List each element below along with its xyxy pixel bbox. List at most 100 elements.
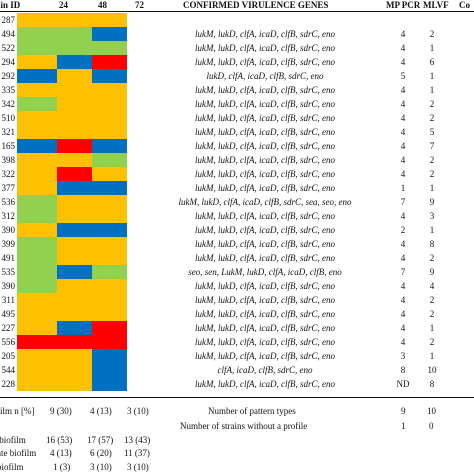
biofilm-48h: 4 (13) bbox=[90, 406, 112, 416]
biofilm-cell-24h bbox=[17, 139, 57, 153]
strong-biofilm-label: biofilm bbox=[0, 435, 26, 445]
biofilm-cell-72h bbox=[92, 321, 127, 335]
virulence-genes-cell: lukM, lukD, clfA, icaD, clfB, sdrC, eno bbox=[195, 211, 335, 221]
biofilm-cell-24h bbox=[17, 41, 57, 55]
biofilm-cell-48h bbox=[57, 111, 92, 125]
mp-pcr-cell: 5 bbox=[400, 71, 406, 81]
mp-pcr-cell: 4 bbox=[400, 127, 406, 137]
biofilm-cell-24h bbox=[17, 251, 57, 265]
mp-pcr-cell: 8 bbox=[400, 365, 406, 375]
mp-pcr-cell: 4 bbox=[400, 155, 406, 165]
strain-id-cell: 205 bbox=[1, 351, 16, 361]
table-row: 491 lukM, lukD, clfA, icaD, clfB, sdrC, e… bbox=[0, 251, 474, 265]
mlvf-cell: 5 bbox=[429, 127, 435, 137]
biofilm-cell-48h bbox=[57, 97, 92, 111]
moderate-72h: 11 (37) bbox=[124, 448, 150, 458]
virulence-genes-cell: lukM, lukD, clfA, icaD, clfB, sdrC, eno bbox=[195, 281, 335, 291]
mlvf-cell: 2 bbox=[429, 99, 435, 109]
biofilm-cell-72h bbox=[92, 237, 127, 251]
strain-id-cell: 494 bbox=[1, 29, 16, 39]
biofilm-cell-48h bbox=[57, 13, 92, 27]
biofilm-cell-72h bbox=[92, 97, 127, 111]
header-24h: 24 bbox=[59, 0, 68, 10]
strain-id-cell: 399 bbox=[1, 239, 16, 249]
biofilm-cell-48h bbox=[57, 349, 92, 363]
biofilm-cell-72h bbox=[92, 265, 127, 279]
mlvf-cell: 3 bbox=[429, 211, 435, 221]
biofilm-cell-24h bbox=[17, 181, 57, 195]
biofilm-cell-48h bbox=[57, 237, 92, 251]
biofilm-cell-48h bbox=[57, 27, 92, 41]
mlvf-cell: 1 bbox=[429, 71, 435, 81]
virulence-genes-cell: lukM, lukD, clfA, icaD, clfB, sdrC, eno bbox=[195, 85, 335, 95]
table-row: 390 lukM, lukD, clfA, icaD, clfB, sdrC, e… bbox=[0, 279, 474, 293]
table-row: 228 lukM, lukD, clfA, icaD, clfB, sdrC, e… bbox=[0, 377, 474, 391]
mp-pcr-cell: 4 bbox=[400, 85, 406, 95]
strain-id-cell: 544 bbox=[1, 365, 16, 375]
table-row: 494 lukM, lukD, clfA, icaD, clfB, sdrC, e… bbox=[0, 27, 474, 41]
virulence-genes-cell: lukM, lukD, clfA, icaD, clfB, sdrC, eno bbox=[195, 183, 335, 193]
biofilm-24h: 9 (30) bbox=[50, 406, 72, 416]
strain-id-cell: 495 bbox=[1, 309, 16, 319]
table-row: 390 lukM, lukD, clfA, icaD, clfB, sdrC, e… bbox=[0, 223, 474, 237]
table-row: 544 clfA, icaD, clfB, sdrC, eno 8 10 bbox=[0, 363, 474, 377]
mlvf-cell: 1 bbox=[429, 43, 435, 53]
header-72h: 72 bbox=[135, 0, 144, 10]
header-mlvf: MLVF bbox=[423, 0, 449, 10]
strain-id-cell: 228 bbox=[1, 379, 16, 389]
strain-id-cell: 292 bbox=[1, 71, 16, 81]
mp-pcr-cell: 4 bbox=[400, 337, 406, 347]
biofilm-cell-48h bbox=[57, 363, 92, 377]
strain-id-cell: 390 bbox=[1, 225, 16, 235]
biofilm-cell-72h bbox=[92, 41, 127, 55]
biofilm-cell-24h bbox=[17, 265, 57, 279]
mp-pcr-cell: 4 bbox=[400, 253, 406, 263]
virulence-genes-cell: lukM, lukD, clfA, icaD, clfB, sdrC, eno bbox=[195, 295, 335, 305]
biofilm-cell-72h bbox=[92, 307, 127, 321]
strain-id-cell: 491 bbox=[1, 253, 16, 263]
mlvf-cell: 10 bbox=[427, 365, 437, 375]
virulence-genes-cell: seo, sen, LukM, lukD, clfA, icaD, clfB, … bbox=[188, 267, 342, 277]
biofilm-cell-48h bbox=[57, 195, 92, 209]
pattern-types-mp: 9 bbox=[401, 406, 406, 416]
biofilm-cell-48h bbox=[57, 321, 92, 335]
mp-pcr-cell: 7 bbox=[400, 197, 406, 207]
virulence-genes-cell: lukM, lukD, clfA, icaD, clfB, sdrC, eno bbox=[195, 141, 335, 151]
mlvf-cell: 2 bbox=[429, 295, 435, 305]
strain-id-cell: 311 bbox=[1, 295, 15, 305]
biofilm-cell-24h bbox=[17, 111, 57, 125]
strain-id-cell: 287 bbox=[1, 15, 16, 25]
biofilm-cell-72h bbox=[92, 125, 127, 139]
strain-id-cell: 165 bbox=[1, 141, 16, 151]
header-mp-pcr: MP PCR bbox=[386, 0, 421, 10]
strain-id-cell: 227 bbox=[1, 323, 16, 333]
table-row: 227 lukM, lukD, clfA, icaD, clfB, sdrC, e… bbox=[0, 321, 474, 335]
virulence-genes-cell: lukM, lukD, clfA, icaD, clfB, sdrC, eno bbox=[195, 253, 335, 263]
biofilm-cell-48h bbox=[57, 377, 92, 391]
biofilm-cell-48h bbox=[57, 307, 92, 321]
strain-id-cell: 321 bbox=[1, 127, 16, 137]
biofilm-cell-48h bbox=[57, 125, 92, 139]
mp-pcr-cell: 4 bbox=[400, 281, 406, 291]
mlvf-cell: 1 bbox=[429, 351, 435, 361]
biofilm-cell-72h bbox=[92, 293, 127, 307]
table-row: 321 lukM, lukD, clfA, icaD, clfB, sdrC, e… bbox=[0, 125, 474, 139]
biofilm-cell-72h bbox=[92, 13, 127, 27]
mlvf-cell: 6 bbox=[429, 57, 435, 67]
table-row: 205 lukM, lukD, clfA, icaD, clfB, sdrC, e… bbox=[0, 349, 474, 363]
footer-rule bbox=[0, 397, 474, 398]
biofilm-cell-72h bbox=[92, 27, 127, 41]
mp-pcr-cell: 4 bbox=[400, 57, 406, 67]
strain-id-cell: 390 bbox=[1, 281, 16, 291]
weak-biofilm-label: biofilm bbox=[0, 462, 24, 472]
mlvf-cell: 9 bbox=[429, 267, 435, 277]
table-row: 522 lukM, lukD, clfA, icaD, clfB, sdrC, e… bbox=[0, 41, 474, 55]
biofilm-cell-48h bbox=[57, 223, 92, 237]
header-strain-id: ain ID bbox=[0, 0, 21, 10]
mlvf-cell: 1 bbox=[429, 225, 435, 235]
mlvf-cell: 2 bbox=[429, 337, 435, 347]
biofilm-cell-24h bbox=[17, 13, 57, 27]
virulence-genes-cell: lukM, lukD, clfA, icaD, clfB, sdrC, eno bbox=[195, 99, 335, 109]
mp-pcr-cell: 4 bbox=[400, 295, 406, 305]
mp-pcr-cell: 2 bbox=[400, 225, 406, 235]
